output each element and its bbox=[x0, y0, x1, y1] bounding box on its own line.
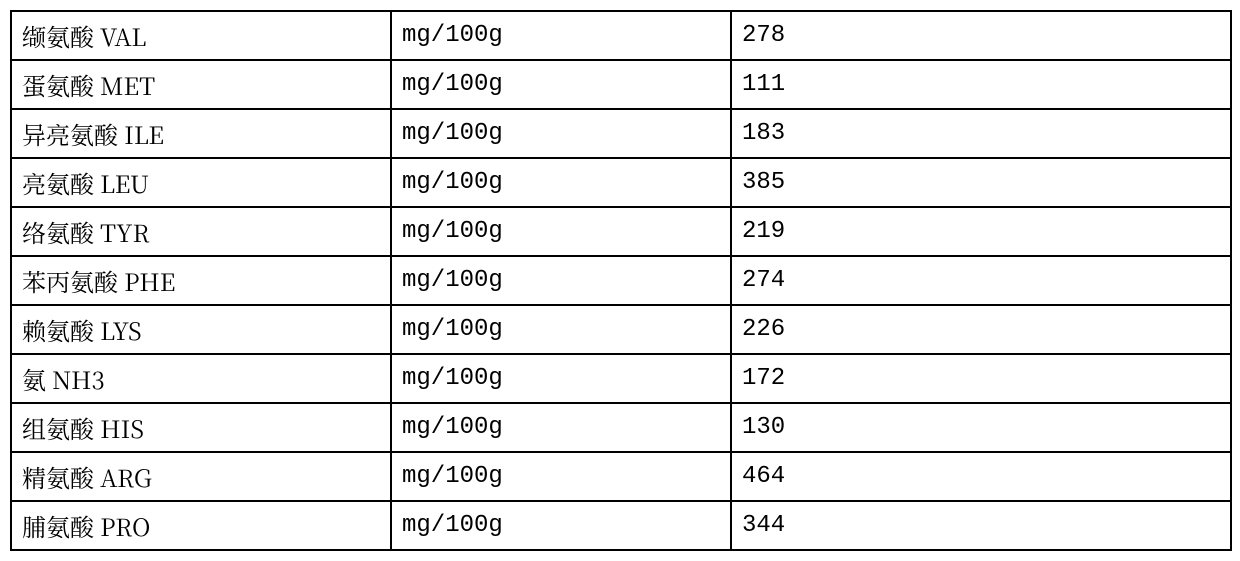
value-cell: 183 bbox=[731, 109, 1231, 158]
value-cell: 111 bbox=[731, 60, 1231, 109]
table-row: 蛋氨酸 MET mg/100g 111 bbox=[11, 60, 1231, 109]
value-cell: 278 bbox=[731, 11, 1231, 60]
table-row: 异亮氨酸 ILE mg/100g 183 bbox=[11, 109, 1231, 158]
unit-cell: mg/100g bbox=[391, 452, 731, 501]
value-cell: 385 bbox=[731, 158, 1231, 207]
unit-cell: mg/100g bbox=[391, 501, 731, 550]
value-cell: 130 bbox=[731, 403, 1231, 452]
value-cell: 464 bbox=[731, 452, 1231, 501]
table-row: 缬氨酸 VAL mg/100g 278 bbox=[11, 11, 1231, 60]
unit-cell: mg/100g bbox=[391, 109, 731, 158]
value-cell: 219 bbox=[731, 207, 1231, 256]
value-cell: 172 bbox=[731, 354, 1231, 403]
value-cell: 274 bbox=[731, 256, 1231, 305]
unit-cell: mg/100g bbox=[391, 256, 731, 305]
value-cell: 344 bbox=[731, 501, 1231, 550]
amino-name-cell: 精氨酸 ARG bbox=[11, 452, 391, 501]
amino-name-cell: 脯氨酸 PRO bbox=[11, 501, 391, 550]
table-row: 精氨酸 ARG mg/100g 464 bbox=[11, 452, 1231, 501]
amino-name-cell: 异亮氨酸 ILE bbox=[11, 109, 391, 158]
table-row: 氨 NH3 mg/100g 172 bbox=[11, 354, 1231, 403]
unit-cell: mg/100g bbox=[391, 158, 731, 207]
table-row: 赖氨酸 LYS mg/100g 226 bbox=[11, 305, 1231, 354]
table-row: 亮氨酸 LEU mg/100g 385 bbox=[11, 158, 1231, 207]
amino-name-cell: 氨 NH3 bbox=[11, 354, 391, 403]
amino-name-cell: 络氨酸 TYR bbox=[11, 207, 391, 256]
table-row: 络氨酸 TYR mg/100g 219 bbox=[11, 207, 1231, 256]
amino-name-cell: 亮氨酸 LEU bbox=[11, 158, 391, 207]
unit-cell: mg/100g bbox=[391, 354, 731, 403]
amino-acid-table: 缬氨酸 VAL mg/100g 278 蛋氨酸 MET mg/100g 111 … bbox=[10, 10, 1232, 551]
unit-cell: mg/100g bbox=[391, 403, 731, 452]
unit-cell: mg/100g bbox=[391, 207, 731, 256]
unit-cell: mg/100g bbox=[391, 305, 731, 354]
table-row: 脯氨酸 PRO mg/100g 344 bbox=[11, 501, 1231, 550]
unit-cell: mg/100g bbox=[391, 11, 731, 60]
amino-name-cell: 赖氨酸 LYS bbox=[11, 305, 391, 354]
amino-name-cell: 苯丙氨酸 PHE bbox=[11, 256, 391, 305]
unit-cell: mg/100g bbox=[391, 60, 731, 109]
amino-name-cell: 蛋氨酸 MET bbox=[11, 60, 391, 109]
amino-name-cell: 组氨酸 HIS bbox=[11, 403, 391, 452]
amino-name-cell: 缬氨酸 VAL bbox=[11, 11, 391, 60]
value-cell: 226 bbox=[731, 305, 1231, 354]
table-row: 组氨酸 HIS mg/100g 130 bbox=[11, 403, 1231, 452]
table-row: 苯丙氨酸 PHE mg/100g 274 bbox=[11, 256, 1231, 305]
